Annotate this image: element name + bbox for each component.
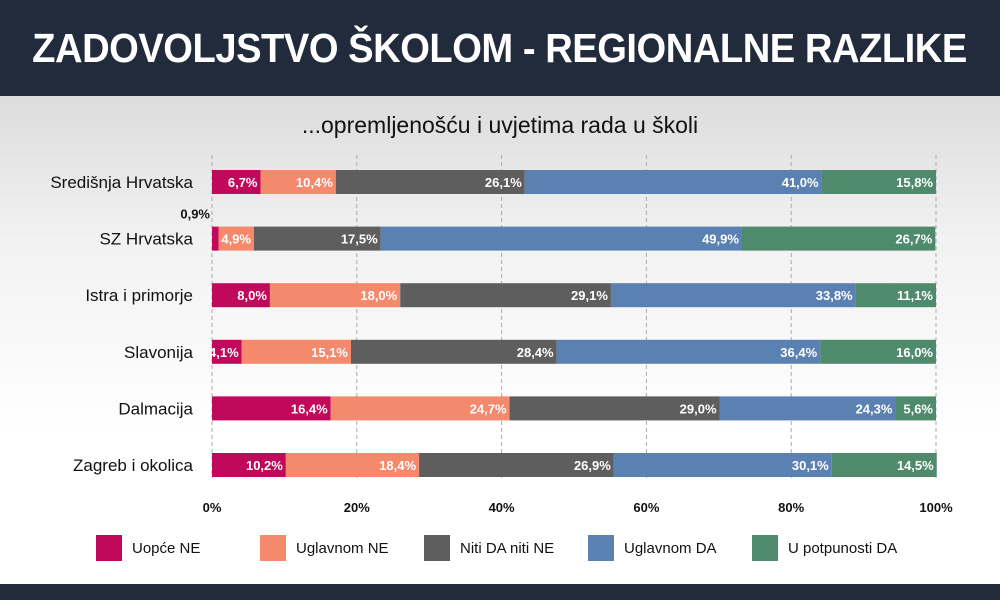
- data-label: 8,0%: [237, 288, 267, 303]
- data-label: 24,3%: [856, 401, 893, 416]
- bar-segment: [895, 396, 936, 421]
- data-label: 30,1%: [792, 458, 829, 473]
- bar-segment: [351, 339, 557, 364]
- x-tick-label: 80%: [778, 500, 804, 515]
- data-label: 5,6%: [903, 401, 933, 416]
- legend-label: Uopće NE: [132, 539, 201, 557]
- bar-segment: [212, 453, 286, 477]
- data-label: 18,0%: [360, 288, 397, 303]
- data-label: 29,1%: [571, 288, 608, 303]
- data-label: 26,1%: [485, 175, 522, 190]
- legend-swatch: [424, 535, 450, 561]
- bar-segment: [741, 226, 936, 251]
- category-label: Zagreb i okolica: [73, 456, 194, 475]
- data-label: 33,8%: [816, 288, 853, 303]
- data-label: 36,4%: [780, 345, 817, 360]
- data-label: 28,4%: [517, 345, 554, 360]
- data-label: 49,9%: [702, 232, 739, 247]
- data-label: 29,0%: [680, 401, 717, 416]
- legend-label: Uglavnom DA: [624, 539, 717, 557]
- bar-segment: [212, 283, 270, 308]
- bar-segment: [400, 283, 611, 308]
- x-tick-label: 60%: [633, 500, 659, 515]
- legend-label: U potpunosti DA: [788, 539, 898, 557]
- bar-segment: [610, 283, 856, 308]
- page-title: ZADOVOLJSTVO ŠKOLOM - REGIONALNE RAZLIKE: [32, 24, 968, 71]
- data-label: 41,0%: [782, 175, 819, 190]
- bar-segment: [831, 453, 937, 477]
- bar-segment: [719, 396, 896, 421]
- bar-segment: [509, 396, 720, 421]
- bar-segment: [855, 283, 936, 308]
- footer-bar: [0, 584, 1000, 600]
- data-label: 16,0%: [896, 345, 933, 360]
- category-label: SZ Hrvatska: [99, 230, 193, 249]
- legend-label: Niti DA niti NE: [460, 539, 555, 557]
- bar-segment: [556, 339, 821, 364]
- bar-segment: [285, 453, 420, 477]
- x-tick-label: 0%: [203, 500, 222, 515]
- chart-title: ...opremljenošću i uvjetima rada u školi: [301, 112, 699, 138]
- legend-swatch: [260, 535, 286, 561]
- legend-swatch: [752, 535, 778, 561]
- bar-segment: [269, 283, 401, 308]
- data-label: 17,5%: [341, 232, 378, 247]
- bar-segment: [524, 170, 822, 194]
- bar-segment: [212, 339, 242, 364]
- bar-segment: [212, 170, 261, 194]
- legend-item-uglavnom-da: Uglavnom DA: [588, 535, 717, 561]
- legend-item-niti-da-niti-ne: Niti DA niti NE: [424, 535, 554, 561]
- chart-legend: Uopće NE Uglavnom NE Niti DA niti NE Ugl…: [0, 535, 1000, 565]
- legend-swatch: [588, 535, 614, 561]
- legend-item-u-potpunosti-da: U potpunosti DA: [752, 535, 897, 561]
- data-label: 15,8%: [896, 175, 933, 190]
- data-label: 18,4%: [379, 458, 416, 473]
- data-label: 26,7%: [895, 232, 932, 247]
- data-label: 0,9%: [180, 207, 210, 222]
- legend-label: Uglavnom NE: [296, 539, 389, 557]
- bar-segment: [212, 396, 331, 421]
- legend-item-uopce-ne: Uopće NE: [96, 535, 200, 561]
- category-label: Dalmacija: [118, 399, 193, 418]
- data-label: 15,1%: [311, 345, 348, 360]
- data-label: 4,1%: [209, 345, 239, 360]
- x-tick-label: 40%: [489, 500, 515, 515]
- legend-item-uglavnom-ne: Uglavnom NE: [260, 535, 389, 561]
- data-label: 4,9%: [221, 232, 251, 247]
- bar-segment: [380, 226, 742, 251]
- data-label: 26,9%: [574, 458, 611, 473]
- bar-segment: [218, 226, 254, 251]
- data-label: 16,4%: [291, 401, 328, 416]
- legend-swatch: [96, 535, 122, 561]
- category-label: Središnja Hrvatska: [50, 173, 193, 192]
- category-label: Istra i primorje: [85, 286, 193, 305]
- bar-segment: [821, 170, 936, 194]
- bar-segment: [820, 339, 936, 364]
- bar-segment: [241, 339, 352, 364]
- data-label: 24,7%: [470, 401, 507, 416]
- bar-segment: [419, 453, 614, 477]
- bar-segment: [253, 226, 381, 251]
- category-label: Slavonija: [124, 343, 194, 362]
- data-label: 10,2%: [246, 458, 283, 473]
- header-bar: ZADOVOLJSTVO ŠKOLOM - REGIONALNE RAZLIKE: [0, 0, 1000, 96]
- data-label: 6,7%: [228, 175, 258, 190]
- bar-segment: [330, 396, 510, 421]
- data-label: 11,1%: [897, 288, 934, 303]
- x-tick-label: 20%: [344, 500, 370, 515]
- data-label: 10,4%: [296, 175, 333, 190]
- data-label: 14,5%: [897, 458, 934, 473]
- bar-segment: [212, 226, 219, 251]
- bar-segment: [260, 170, 336, 194]
- x-tick-label: 100%: [919, 500, 953, 515]
- bar-segment: [335, 170, 525, 194]
- bar-segment: [613, 453, 832, 477]
